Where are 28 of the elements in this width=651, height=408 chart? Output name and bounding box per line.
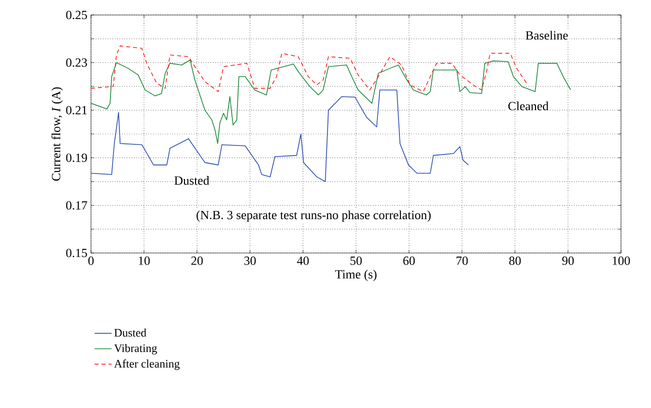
x-tick-label: 100 xyxy=(612,256,630,265)
x-tick-label: 10 xyxy=(138,256,150,265)
x-tick-label: 70 xyxy=(456,256,468,265)
y-tick-label: 0.21 xyxy=(66,106,87,114)
legend-label: Dusted xyxy=(114,328,146,337)
y-axis-title: Current flow, I (A) xyxy=(51,87,63,181)
x-tick-label: 30 xyxy=(244,256,256,265)
y-tick-label: 0.15 xyxy=(66,248,87,258)
x-tick-label: 80 xyxy=(509,256,521,265)
annotation: Cleaned xyxy=(508,102,549,110)
legend-label: Vibrating xyxy=(114,344,158,354)
x-tick-label: 40 xyxy=(297,256,309,265)
x-axis-title: Time (s) xyxy=(335,270,376,282)
x-tick-label: 20 xyxy=(191,256,203,265)
y-tick-label: 0.23 xyxy=(66,58,87,67)
annotation: (N.B. 3 separate test runs-no phase correlation) xyxy=(196,210,431,222)
x-tick-label: 60 xyxy=(403,256,415,265)
legend-label: After cleaning xyxy=(114,359,180,370)
y-tick-label: 0.19 xyxy=(66,154,87,162)
y-tick-label: 0.25 xyxy=(66,10,87,20)
annotation: Baseline xyxy=(526,30,568,40)
x-tick-label: 50 xyxy=(350,256,362,265)
line-series xyxy=(91,60,572,144)
line-series xyxy=(91,46,528,92)
x-tick-label: 0 xyxy=(88,256,94,265)
y-tick-label: 0.17 xyxy=(66,201,88,210)
annotation: Dusted xyxy=(174,176,210,185)
x-tick-label: 90 xyxy=(562,256,574,265)
